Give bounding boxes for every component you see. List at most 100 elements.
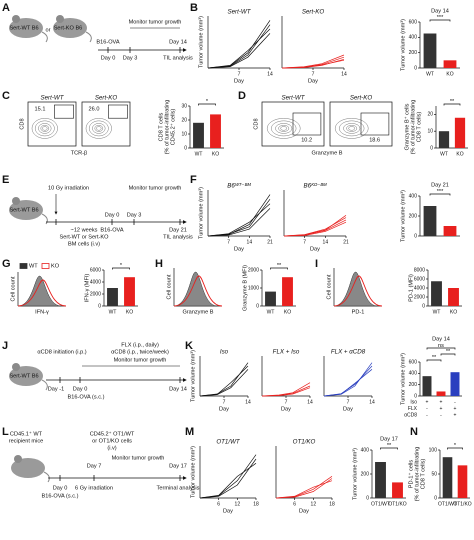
growth-curve xyxy=(207,208,271,237)
bar xyxy=(454,117,466,148)
y-tick-label: 6000 xyxy=(414,276,425,282)
x-tick-label: 6 xyxy=(293,501,296,507)
y-axis-label: Cell count xyxy=(10,276,16,301)
schematic-text: or OT1/KO cells xyxy=(92,438,132,444)
x-tick-label: 14 xyxy=(323,239,329,245)
x-axis-label: Day xyxy=(308,78,318,84)
flow-gate xyxy=(54,104,74,119)
bar xyxy=(457,465,468,498)
panel-letter: E xyxy=(2,174,9,186)
mouse-ear xyxy=(12,15,20,23)
schematic-text: Monitor tumor growth xyxy=(129,185,182,191)
y-tick-label: 0 xyxy=(414,65,417,71)
y-axis-label: CD8 xyxy=(19,118,25,129)
schematic-text: TIL analysis xyxy=(163,234,193,240)
table-cell: + xyxy=(454,406,457,412)
y-tick-label: 10 xyxy=(181,131,187,137)
x-tick-label: KO xyxy=(284,309,291,315)
x-axis-label: Day xyxy=(310,246,320,252)
y-tick-label: 2000 xyxy=(414,294,425,300)
growth-curve xyxy=(281,58,345,69)
y-axis-label: Granzyme B (MFI) xyxy=(242,265,248,311)
y-tick-label: 0 xyxy=(256,303,259,309)
sig-bracket xyxy=(426,347,456,350)
schematic-text: recipient mice xyxy=(9,438,44,444)
panel-letter: N xyxy=(410,426,418,438)
x-axis-label: Granzyme B xyxy=(311,150,342,156)
y-axis-label: IFN-γ (MFI) xyxy=(84,274,90,303)
mouse-ear xyxy=(12,363,20,371)
bar-title: Day 21 xyxy=(431,182,449,188)
y-tick-label: 400 xyxy=(361,447,370,453)
table-cell: - xyxy=(426,412,428,418)
y-tick-label: 200 xyxy=(409,382,418,388)
x-tick-label: WT xyxy=(109,309,117,315)
bar-title: Day 14 xyxy=(432,336,450,342)
x-tick-label: OT1/KO xyxy=(388,501,406,507)
sig-bracket xyxy=(443,103,461,106)
sig-bracket xyxy=(270,267,288,270)
schematic-text: Day 0 xyxy=(53,485,68,491)
bar-title: Day 14 xyxy=(431,8,449,14)
significance: * xyxy=(120,263,123,269)
mouse-tail xyxy=(43,471,50,483)
y-tick-label: 2000 xyxy=(248,267,259,273)
x-axis-label: Granzyme B xyxy=(182,309,213,315)
sig-bracket xyxy=(429,19,451,22)
flow-contour xyxy=(339,120,365,137)
flow-contour xyxy=(31,118,58,139)
bar xyxy=(423,33,437,68)
y-axis-label: Tumor volume (mm³) xyxy=(190,350,196,402)
flow-contour xyxy=(92,123,106,134)
schematic-text: (i.v) xyxy=(107,445,116,451)
legend-label: WT xyxy=(29,263,38,269)
bar xyxy=(438,131,450,148)
x-axis-label: Day xyxy=(219,406,229,412)
schematic-text: Sert-WT B6 xyxy=(9,373,38,379)
bar xyxy=(422,376,432,396)
y-axis-label: CD45.2⁺ cells) xyxy=(169,109,176,146)
flow-contour xyxy=(94,125,104,132)
flow-gate xyxy=(292,112,322,136)
flow-gate xyxy=(108,104,128,119)
schematic-text: Day 7 xyxy=(87,463,102,469)
panel-letter: I xyxy=(315,258,318,270)
y-axis-label: CD8 T cells xyxy=(158,112,164,141)
schematic-text: Sert-WT B6 xyxy=(9,207,38,213)
mouse-icon xyxy=(9,200,43,220)
y-tick-label: 50 xyxy=(431,471,437,477)
y-axis-label: Granzyme B⁺ cells xyxy=(403,103,410,150)
y-tick-label: 400 xyxy=(409,371,418,377)
y-tick-label: 4000 xyxy=(414,285,425,291)
x-tick-label: 6 xyxy=(217,501,220,507)
flow-contour xyxy=(343,123,361,134)
bar xyxy=(442,457,453,498)
sig-bracket xyxy=(380,447,398,450)
x-tick-label: WT xyxy=(195,151,203,157)
y-tick-label: 20 xyxy=(181,117,187,123)
y-tick-label: 0 xyxy=(184,145,187,151)
flow-contour xyxy=(346,125,358,132)
mouse-tail xyxy=(41,31,48,43)
y-tick-label: 600 xyxy=(409,19,418,25)
growth-curve xyxy=(199,454,257,499)
y-tick-label: 0 xyxy=(366,495,369,501)
growth-curve xyxy=(199,463,257,499)
plot-title: Sert-KO xyxy=(95,95,118,102)
significance: ** xyxy=(450,99,455,105)
growth-curve xyxy=(275,476,333,499)
x-axis-label: Day xyxy=(281,406,291,412)
growth-curve xyxy=(281,59,345,69)
x-tick-label: 14 xyxy=(341,71,347,77)
x-tick-label: 7 xyxy=(303,239,306,245)
legend-swatch xyxy=(19,263,28,269)
schematic-text: Day 3 xyxy=(127,212,142,218)
mouse-icon xyxy=(9,366,43,386)
panel-letter: C xyxy=(2,90,10,102)
schematic-text: Day 0 xyxy=(105,212,120,218)
y-tick-label: 0 xyxy=(434,495,437,501)
schematic-text: CD45.1⁺ WT xyxy=(10,430,43,437)
histogram-wt xyxy=(17,275,62,307)
bar xyxy=(450,372,460,396)
